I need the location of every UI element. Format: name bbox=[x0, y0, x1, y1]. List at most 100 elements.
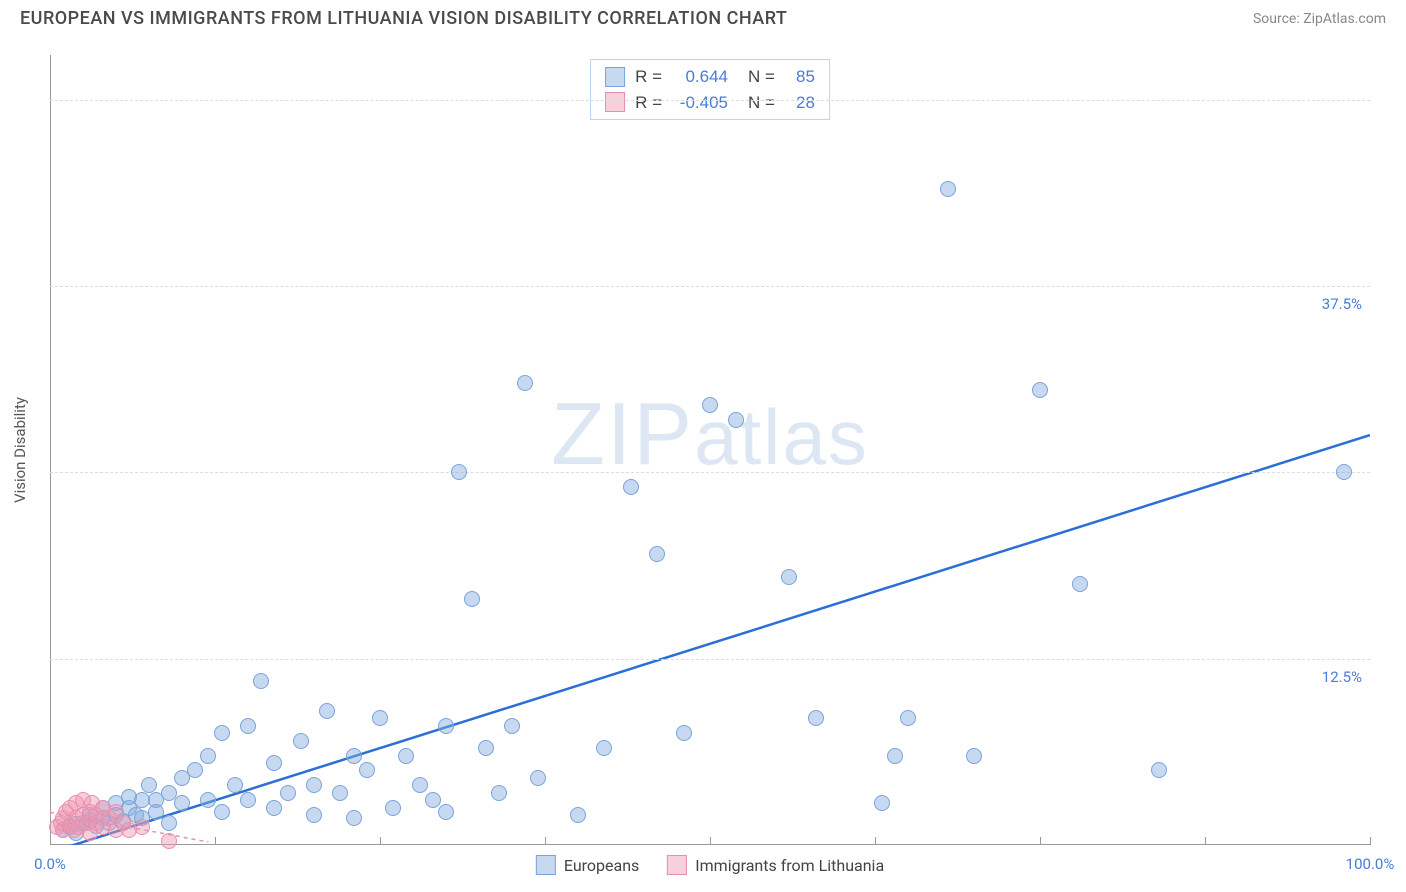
data-point bbox=[187, 762, 203, 778]
data-point bbox=[425, 792, 441, 808]
data-point bbox=[200, 792, 216, 808]
data-point bbox=[874, 795, 890, 811]
data-point bbox=[596, 740, 612, 756]
x-tick bbox=[1370, 837, 1371, 845]
data-point bbox=[478, 740, 494, 756]
chart-title: EUROPEAN VS IMMIGRANTS FROM LITHUANIA VI… bbox=[20, 8, 787, 29]
r-label: R = bbox=[635, 90, 662, 116]
data-point bbox=[332, 785, 348, 801]
x-tick-label: 0.0% bbox=[34, 855, 66, 873]
y-axis-line bbox=[50, 55, 51, 845]
data-point bbox=[161, 815, 177, 831]
chart-container: Vision Disability ZIPatlas R =0.644N =85… bbox=[50, 55, 1370, 845]
grid-line bbox=[50, 472, 1370, 473]
swatch-icon bbox=[536, 855, 556, 875]
data-point bbox=[398, 748, 414, 764]
data-point bbox=[240, 792, 256, 808]
x-tick bbox=[50, 837, 51, 845]
data-point bbox=[1336, 464, 1352, 480]
grid-line bbox=[50, 659, 1370, 660]
data-point bbox=[266, 800, 282, 816]
legend-item: Immigrants from Lithuania bbox=[667, 855, 884, 875]
swatch-icon bbox=[667, 855, 687, 875]
data-point bbox=[623, 479, 639, 495]
legend-label: Immigrants from Lithuania bbox=[695, 856, 884, 875]
y-tick-label: 37.5% bbox=[1322, 295, 1362, 313]
data-point bbox=[200, 748, 216, 764]
data-point bbox=[966, 748, 982, 764]
x-tick-label: 100.0% bbox=[1346, 855, 1395, 873]
data-point bbox=[438, 718, 454, 734]
data-point bbox=[385, 800, 401, 816]
y-tick-label: 12.5% bbox=[1322, 668, 1362, 686]
data-point bbox=[1032, 382, 1048, 398]
data-point bbox=[464, 591, 480, 607]
data-point bbox=[266, 755, 282, 771]
y-axis-label: Vision Disability bbox=[11, 397, 29, 503]
r-value: -0.405 bbox=[672, 90, 728, 116]
legend: Europeans Immigrants from Lithuania bbox=[536, 855, 884, 875]
swatch-icon bbox=[605, 92, 625, 112]
data-point bbox=[293, 733, 309, 749]
data-point bbox=[174, 795, 190, 811]
n-label: N = bbox=[748, 64, 775, 90]
data-point bbox=[1151, 762, 1167, 778]
data-point bbox=[359, 762, 375, 778]
data-point bbox=[346, 748, 362, 764]
plot-area: ZIPatlas R =0.644N =85R =-0.405N =28 12.… bbox=[50, 55, 1370, 845]
n-value: 28 bbox=[785, 90, 815, 116]
data-point bbox=[412, 777, 428, 793]
x-tick bbox=[215, 837, 216, 845]
trend-line bbox=[50, 435, 1370, 845]
data-point bbox=[887, 748, 903, 764]
data-point bbox=[517, 375, 533, 391]
data-point bbox=[1072, 576, 1088, 592]
x-tick bbox=[1205, 837, 1206, 845]
data-point bbox=[940, 181, 956, 197]
data-point bbox=[530, 770, 546, 786]
legend-label: Europeans bbox=[564, 856, 639, 875]
data-point bbox=[141, 777, 157, 793]
r-label: R = bbox=[635, 64, 662, 90]
data-point bbox=[504, 718, 520, 734]
data-point bbox=[372, 710, 388, 726]
x-tick bbox=[545, 837, 546, 845]
n-label: N = bbox=[748, 90, 775, 116]
n-value: 85 bbox=[785, 64, 815, 90]
x-tick bbox=[875, 837, 876, 845]
data-point bbox=[808, 710, 824, 726]
data-point bbox=[319, 703, 335, 719]
stats-row: R = -0.405 N = 28 bbox=[605, 90, 815, 116]
data-point bbox=[702, 397, 718, 413]
data-point bbox=[306, 807, 322, 823]
data-point bbox=[306, 777, 322, 793]
data-point bbox=[451, 464, 467, 480]
chart-source: Source: ZipAtlas.com bbox=[1253, 11, 1386, 27]
data-point bbox=[214, 725, 230, 741]
data-point bbox=[134, 819, 150, 835]
r-value: 0.644 bbox=[672, 64, 728, 90]
data-point bbox=[676, 725, 692, 741]
data-point bbox=[346, 810, 362, 826]
data-point bbox=[728, 412, 744, 428]
data-point bbox=[900, 710, 916, 726]
data-point bbox=[280, 785, 296, 801]
x-tick bbox=[380, 837, 381, 845]
x-tick bbox=[1040, 837, 1041, 845]
x-tick bbox=[710, 837, 711, 845]
grid-line bbox=[50, 100, 1370, 101]
data-point bbox=[161, 833, 177, 849]
data-point bbox=[781, 569, 797, 585]
chart-header: EUROPEAN VS IMMIGRANTS FROM LITHUANIA VI… bbox=[0, 0, 1406, 33]
data-point bbox=[253, 673, 269, 689]
data-point bbox=[240, 718, 256, 734]
legend-item: Europeans bbox=[536, 855, 639, 875]
data-point bbox=[214, 804, 230, 820]
data-point bbox=[570, 807, 586, 823]
grid-line bbox=[50, 286, 1370, 287]
stats-box: R = 0.644 N = 85 R = -0.405 N = 28 bbox=[590, 59, 830, 120]
data-point bbox=[227, 777, 243, 793]
stats-row: R = 0.644 N = 85 bbox=[605, 64, 815, 90]
data-point bbox=[438, 804, 454, 820]
data-point bbox=[491, 785, 507, 801]
